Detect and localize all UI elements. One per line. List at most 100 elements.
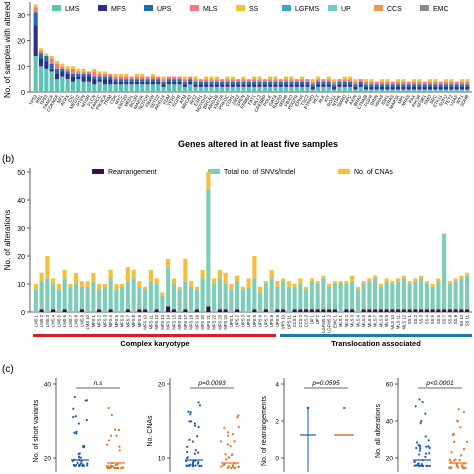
data-point xyxy=(448,458,451,462)
panel-a-bar-segment xyxy=(289,86,294,92)
panel-b-bar-segment xyxy=(327,284,332,287)
panel-a-bar-segment xyxy=(284,79,289,82)
panel-a-bar-segment xyxy=(273,79,278,82)
panel-b-bar-segment xyxy=(367,309,372,312)
panel-a-bar-segment xyxy=(172,79,177,82)
panel-b-y-tick-label: 20 xyxy=(17,254,25,261)
panel-a-bar-segment xyxy=(241,81,246,85)
panel-a-x-tick-label: MPL xyxy=(397,94,406,105)
panel-a-x-tick-labels: TP53RB1TP53FANCACDKN2ANF1ATRXCICMED12PTE… xyxy=(28,93,469,113)
panel-a-bar-segment xyxy=(214,81,219,85)
panel-b-bar-segment xyxy=(97,309,102,312)
panel-a-bar-segment xyxy=(268,86,273,92)
panel-a-bar-segment xyxy=(417,86,422,90)
data-point xyxy=(234,466,237,470)
panel-b-bar-segment xyxy=(413,281,418,310)
panel-b-bar-segment xyxy=(424,284,429,310)
panel-a-bar-segment xyxy=(262,79,267,82)
data-point xyxy=(220,440,223,443)
panel-b-bar-segment xyxy=(79,309,84,312)
panel-a-bar-segment xyxy=(182,81,187,85)
panel-a-bar-segment xyxy=(284,86,289,92)
panel-a-legend-swatch xyxy=(52,5,61,11)
panel-b-bar-segment xyxy=(396,309,401,312)
panel-a-x-tick-label: IDH1 xyxy=(380,94,390,106)
panel-b-bar-segment xyxy=(120,286,125,312)
data-point xyxy=(114,464,117,467)
panel-a-bar-segment xyxy=(465,84,470,87)
data-point xyxy=(453,440,456,443)
panel-b-bar-segment xyxy=(292,284,297,287)
panel-a-legend-label: CCS xyxy=(387,6,402,13)
panel-b-bar-segment xyxy=(137,309,142,312)
data-point xyxy=(465,440,468,443)
panel-b-bar-segment xyxy=(430,284,435,287)
data-point xyxy=(237,425,240,429)
data-point xyxy=(78,464,81,468)
data-point xyxy=(190,420,193,423)
panel-a-bar-segment xyxy=(145,79,150,82)
panel-a-bar-segment xyxy=(273,84,278,87)
panel-b-bar-segment xyxy=(367,278,372,282)
panel-b-x-tick-label: MFS 6 xyxy=(120,314,125,327)
panel-a-bar-segment xyxy=(300,84,305,87)
panel-a-bar-segment xyxy=(326,79,331,82)
panel-a-x-tick-label: JAK2 xyxy=(231,94,241,106)
panel-b-x-tick-label: LMS 7 xyxy=(68,314,73,327)
data-point xyxy=(231,433,234,436)
panel-b-x-tick-label: MFS 8 xyxy=(131,314,136,327)
panel-b-bar-segment xyxy=(442,233,447,310)
panel-b-x-tick-label: UPS 9 xyxy=(275,314,280,327)
panel-b-bar-segment xyxy=(177,289,182,312)
panel-a-bar-segment xyxy=(198,84,203,87)
data-point xyxy=(455,464,458,467)
data-point xyxy=(461,466,464,469)
panel-a-bar-segment xyxy=(118,79,123,82)
data-point xyxy=(107,406,110,410)
panel-b-legend-label: Total no. of SNVs/Indel xyxy=(224,169,296,176)
panel-a-bar-segment xyxy=(385,89,390,92)
data-point xyxy=(422,464,425,468)
panel-b-x-tick-label: MFS 17 xyxy=(183,314,188,329)
panel-a-bar-segment xyxy=(433,86,438,90)
panel-a-bar-segment xyxy=(374,86,379,90)
panel-b-x-tick-label: MLS 4 xyxy=(355,314,360,327)
panel-b-bar-segment xyxy=(62,270,67,279)
panel-a-bar-segment xyxy=(294,84,299,87)
panel-b-x-tick-label: MLS 12 xyxy=(401,314,406,329)
panel-b-bar-segment xyxy=(419,309,424,312)
panel-a-bar-segment xyxy=(433,79,438,82)
panel-a-bar-segment xyxy=(60,71,65,77)
panel-b-bar-segment xyxy=(183,258,188,282)
panel-a-bar-segment xyxy=(294,81,299,85)
panel-b-bar-segment xyxy=(212,284,217,312)
panel-a-bar-segment xyxy=(278,84,283,87)
data-point xyxy=(424,452,428,455)
panel-a-bar-segment xyxy=(86,76,92,82)
panel-a-bar-segment xyxy=(395,86,401,90)
panel-a-bar-segment xyxy=(60,66,65,69)
panel-a-bar-segment xyxy=(443,81,449,85)
panel-a-bar-segment xyxy=(262,84,267,87)
strip-plot-y-tick-label: 20 xyxy=(386,456,394,463)
data-point xyxy=(72,416,75,419)
panel-a-x-tick-label: ROS1 xyxy=(326,94,337,108)
panel-b-bar-segment xyxy=(413,309,418,312)
panel-a-bar-segment xyxy=(385,81,390,85)
strip-plot-y-tick-label: 20 xyxy=(44,456,52,463)
panel-a-bar-segment xyxy=(459,81,465,85)
data-point xyxy=(193,452,196,455)
panel-a-bar-segment xyxy=(395,89,401,92)
data-point xyxy=(425,445,428,448)
panel-b-x-tick-label: LMS 9 xyxy=(79,314,84,327)
panel-b-bar-segment xyxy=(217,278,222,310)
panel-b-bar-segment xyxy=(240,289,245,312)
panel-a-bar-segment xyxy=(81,71,86,74)
panel-b-x-tick-label: SS 2 xyxy=(413,314,418,324)
panel-a-bar-segment xyxy=(348,76,353,80)
panel-a-bar-segment xyxy=(118,76,123,80)
panel-a-bar-segment xyxy=(406,89,411,92)
panel-b-x-tick-label: SS 8 xyxy=(447,314,452,324)
panel-a-bar-segment xyxy=(86,71,92,74)
